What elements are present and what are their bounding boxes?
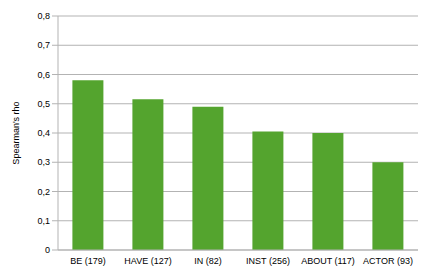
svg-text:Spearman's rho: Spearman's rho <box>11 101 21 164</box>
svg-text:0,3: 0,3 <box>37 157 50 167</box>
svg-text:IN (82): IN (82) <box>194 256 222 266</box>
svg-text:0,8: 0,8 <box>37 11 50 21</box>
svg-text:0,6: 0,6 <box>37 70 50 80</box>
svg-text:INST (256): INST (256) <box>246 256 290 266</box>
svg-text:0,4: 0,4 <box>37 128 50 138</box>
svg-text:HAVE (127): HAVE (127) <box>124 256 171 266</box>
svg-text:0,2: 0,2 <box>37 187 50 197</box>
svg-text:ACTOR (93): ACTOR (93) <box>363 256 413 266</box>
svg-text:BE (179): BE (179) <box>70 256 106 266</box>
svg-text:0,5: 0,5 <box>37 99 50 109</box>
svg-text:0,7: 0,7 <box>37 40 50 50</box>
svg-text:ABOUT (117): ABOUT (117) <box>301 256 355 266</box>
svg-text:0,1: 0,1 <box>37 216 50 226</box>
svg-text:0: 0 <box>45 245 50 255</box>
